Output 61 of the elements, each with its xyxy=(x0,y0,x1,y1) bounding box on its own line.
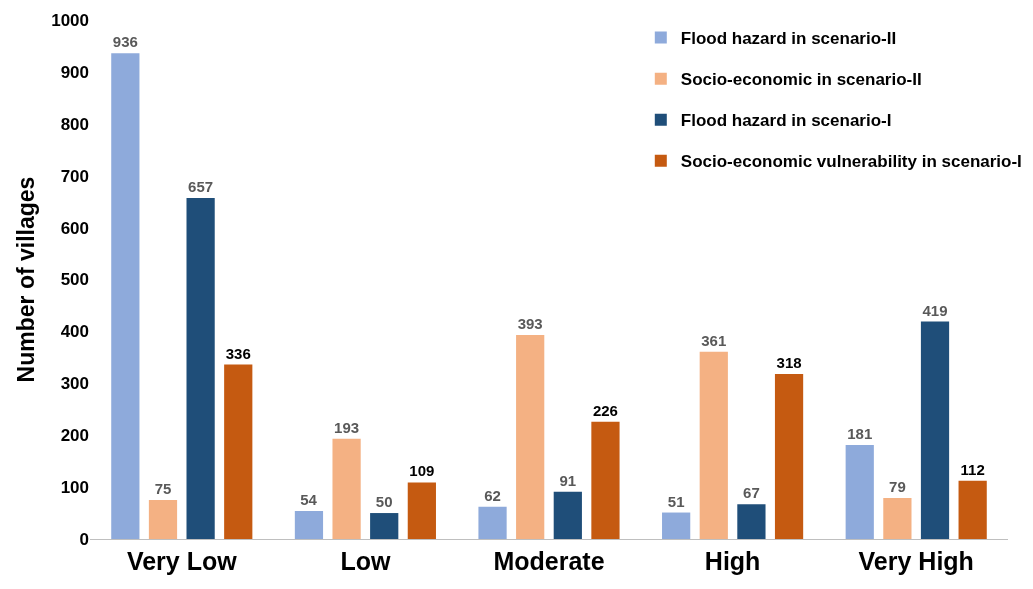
bar xyxy=(516,335,545,539)
bar xyxy=(186,198,215,539)
data-label: 419 xyxy=(922,301,948,319)
x-tick-label: High xyxy=(704,547,761,575)
data-label: 181 xyxy=(847,425,873,443)
y-axis-title: Number of villages xyxy=(13,176,39,383)
data-label: 75 xyxy=(154,480,172,498)
x-tick-label: Very High xyxy=(858,547,974,575)
data-label: 393 xyxy=(517,315,543,333)
data-label: 51 xyxy=(667,492,685,510)
data-label: 936 xyxy=(112,33,138,51)
bar xyxy=(148,500,178,539)
bar xyxy=(407,482,436,539)
bar xyxy=(332,438,361,539)
bar xyxy=(591,421,620,539)
bar xyxy=(699,351,728,539)
data-label: 91 xyxy=(559,471,577,489)
bar xyxy=(774,373,804,539)
data-label: 336 xyxy=(225,344,251,362)
data-label: 657 xyxy=(188,178,214,196)
data-label: 109 xyxy=(409,462,435,480)
y-tick-label: 1000 xyxy=(51,10,89,30)
data-label: 361 xyxy=(701,331,727,349)
bar xyxy=(294,510,324,539)
legend-label: Socio-economic in scenario-II xyxy=(680,70,922,90)
data-label: 62 xyxy=(484,486,501,504)
bar xyxy=(370,513,399,539)
data-label: 79 xyxy=(889,478,906,495)
y-tick-label: 300 xyxy=(60,374,89,394)
bar xyxy=(958,480,987,539)
bar xyxy=(553,491,582,539)
legend-label: Flood hazard in scenario-I xyxy=(680,111,892,131)
data-label: 193 xyxy=(334,418,360,436)
bar xyxy=(111,53,140,539)
legend-label: Socio-economic vulnerability in scenario-I xyxy=(680,152,1022,172)
data-label: 318 xyxy=(776,353,802,371)
legend-label: Flood hazard in scenario-II xyxy=(680,29,897,49)
y-tick-label: 0 xyxy=(79,529,89,549)
data-label: 50 xyxy=(375,493,393,511)
x-tick-label: Very Low xyxy=(126,547,238,575)
x-tick-label: Low xyxy=(340,547,391,575)
y-tick-label: 600 xyxy=(60,218,89,238)
y-tick-label: 800 xyxy=(60,114,89,134)
bar xyxy=(737,504,766,539)
data-label: 112 xyxy=(960,460,985,478)
y-tick-label: 700 xyxy=(60,166,89,186)
y-tick-label: 200 xyxy=(60,426,89,446)
x-tick-label: Moderate xyxy=(493,547,605,575)
bar xyxy=(920,321,950,539)
data-label: 54 xyxy=(300,490,318,508)
y-tick-label: 500 xyxy=(60,270,89,290)
y-tick-label: 400 xyxy=(60,322,89,342)
bar xyxy=(845,445,874,539)
y-tick-label: 100 xyxy=(60,478,89,498)
data-label: 67 xyxy=(743,484,760,502)
bar xyxy=(883,498,912,539)
bar xyxy=(662,512,691,539)
data-label: 226 xyxy=(592,401,618,419)
bar xyxy=(478,506,507,539)
bar xyxy=(224,364,253,539)
y-tick-label: 900 xyxy=(60,62,89,82)
